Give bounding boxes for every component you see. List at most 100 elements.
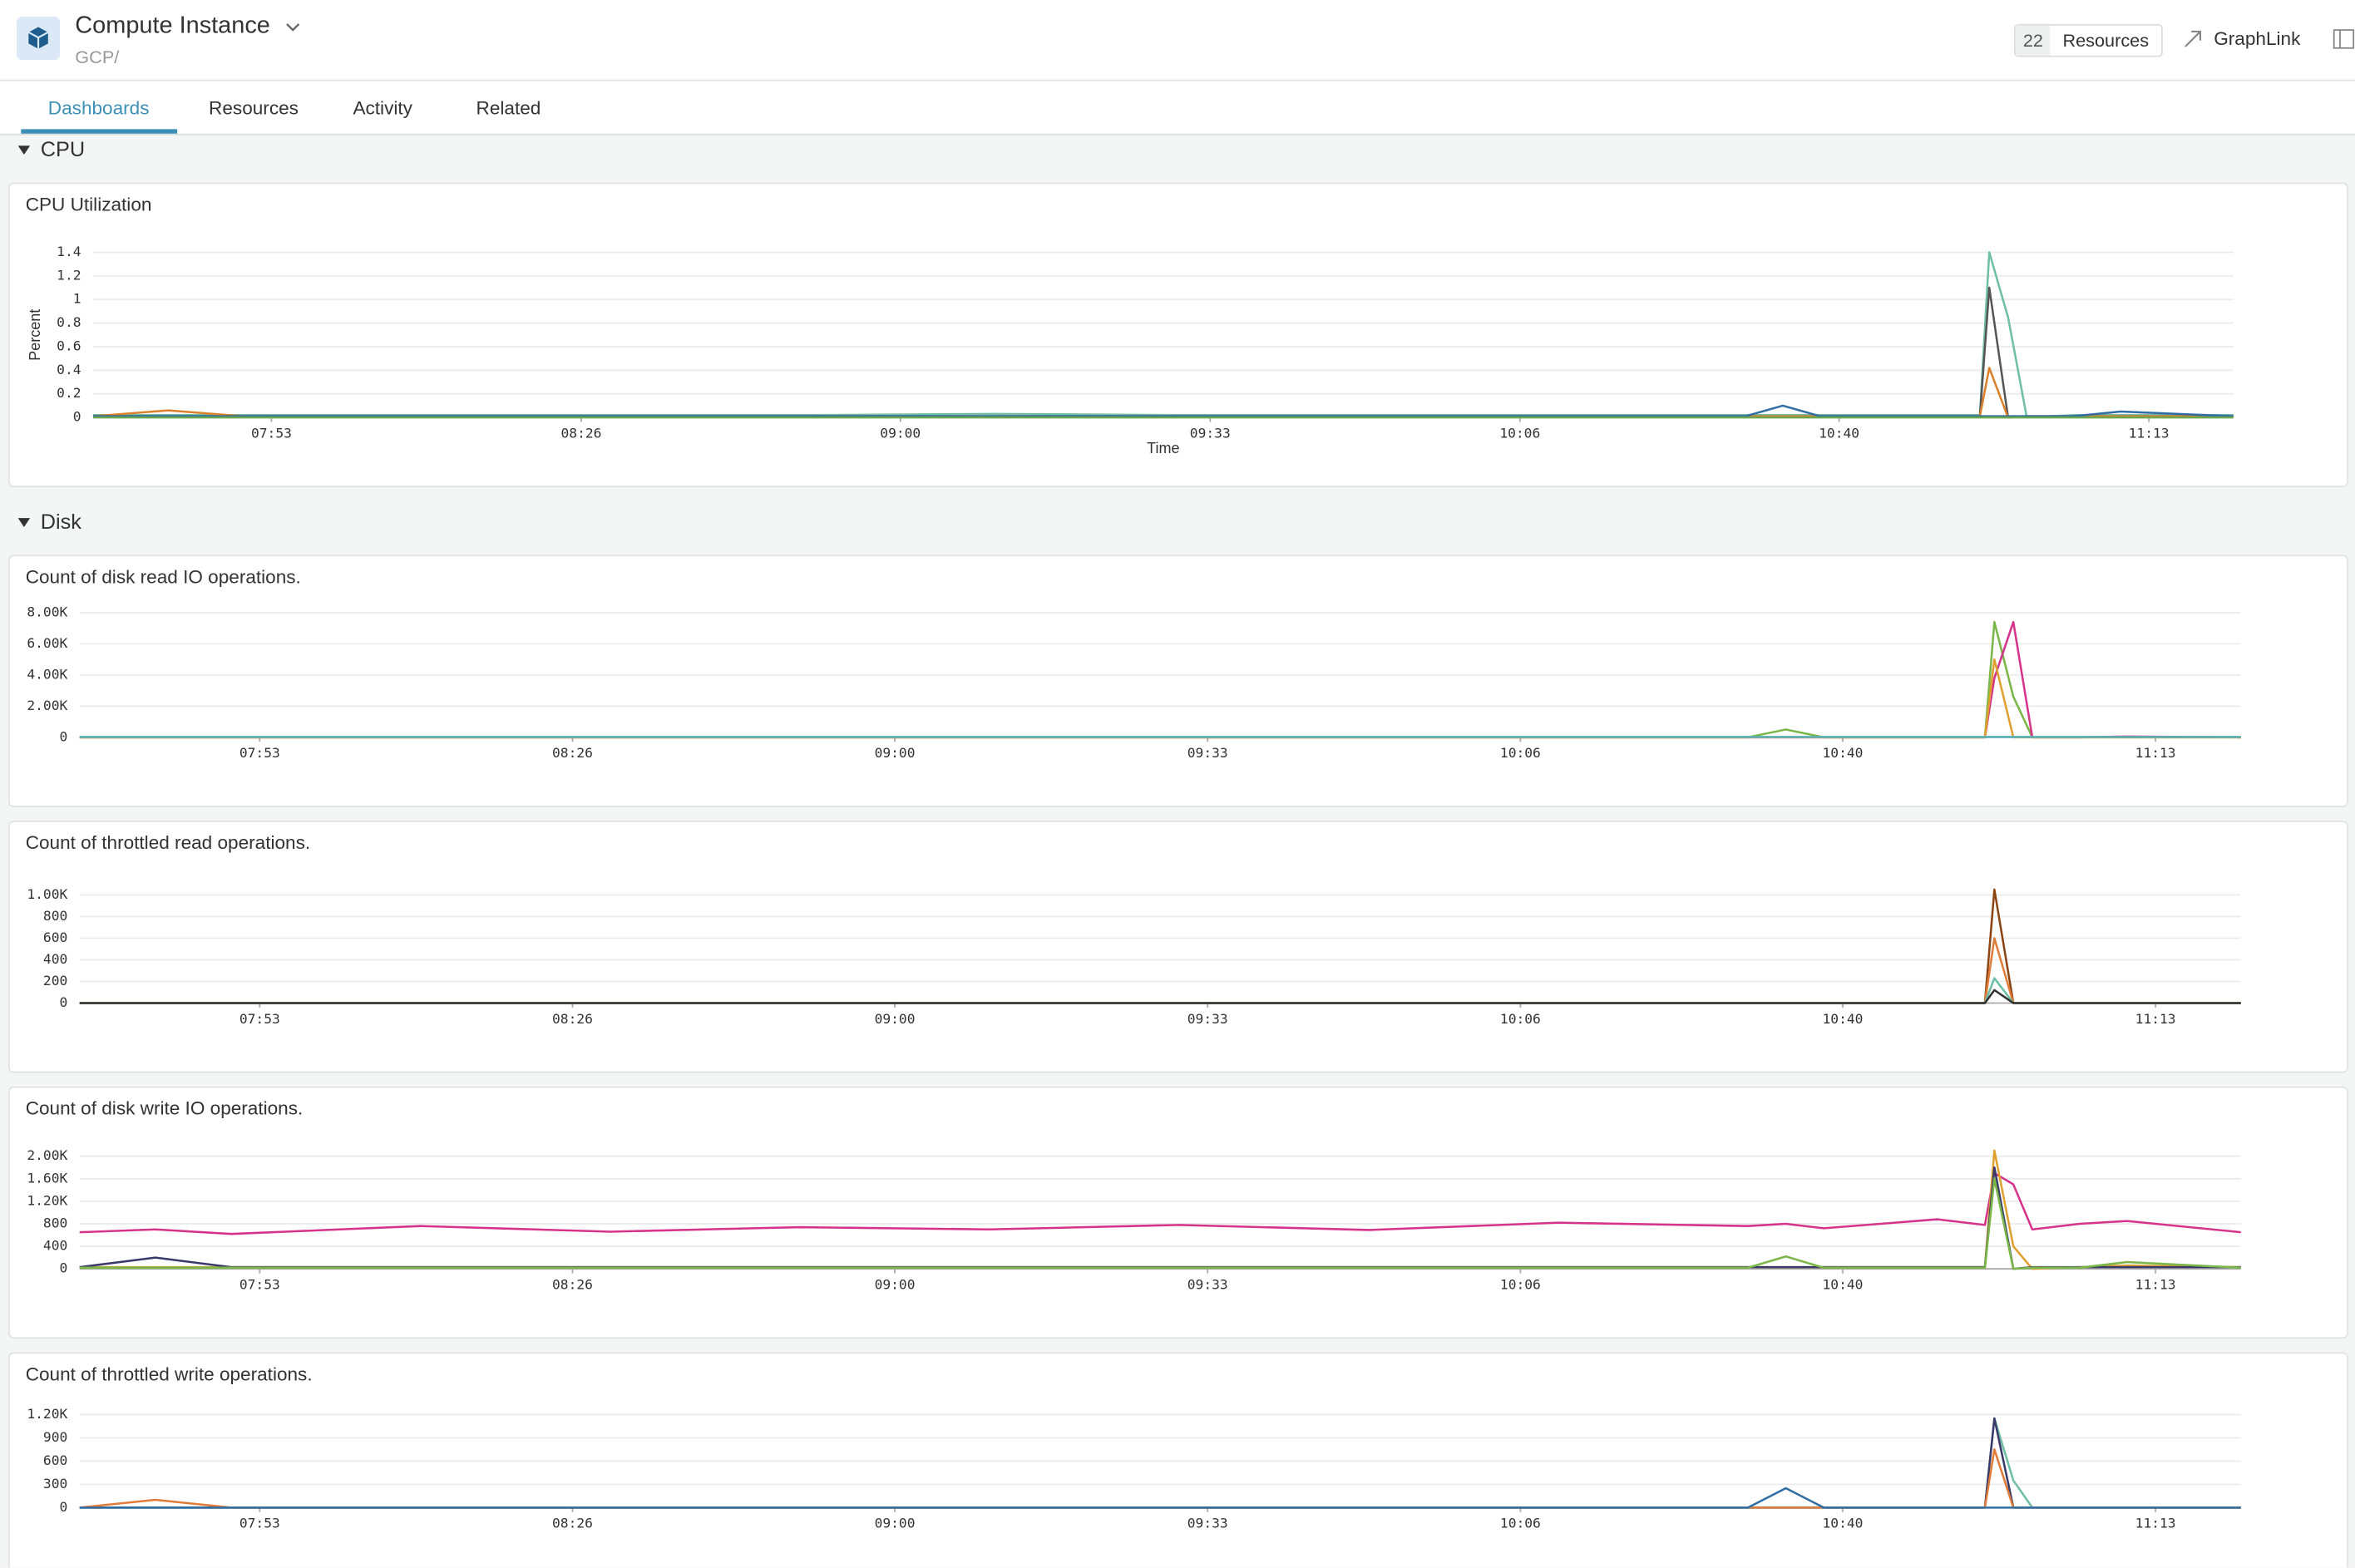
tab[interactable]: Resources xyxy=(209,97,299,119)
series-line xyxy=(92,404,2234,417)
y-tick-label: 0 xyxy=(59,1499,67,1515)
x-tick-label: 07:53 xyxy=(239,1011,280,1027)
y-tick-label: 0.6 xyxy=(57,338,81,353)
x-tick-label: 11:13 xyxy=(2135,745,2176,761)
y-tick-label: 400 xyxy=(43,1238,67,1254)
series-line xyxy=(79,1171,2241,1235)
series-line xyxy=(79,1177,2241,1270)
x-tick-label: 10:06 xyxy=(1500,1277,1541,1293)
x-tick-label: 09:00 xyxy=(875,1011,916,1027)
section-title: CPU xyxy=(40,136,86,161)
panel xyxy=(7,1086,2348,1339)
section-title: Disk xyxy=(40,509,81,534)
subtitle: GCP/ xyxy=(75,46,120,68)
series-line xyxy=(92,251,2234,419)
title-chevron[interactable] xyxy=(285,21,300,32)
y-tick-label: 900 xyxy=(43,1429,67,1445)
y-tick-label: 1.60K xyxy=(27,1170,67,1186)
y-tick-label: 0 xyxy=(59,994,67,1010)
chart-title: Count of disk read IO operations. xyxy=(26,566,301,587)
x-tick-label: 09:33 xyxy=(1187,1516,1228,1531)
x-tick-label: 09:00 xyxy=(875,745,916,761)
chart-title: Count of throttled write operations. xyxy=(26,1363,313,1384)
series-line xyxy=(79,1487,2241,1509)
panel xyxy=(7,555,2348,807)
x-tick-label: 11:13 xyxy=(2135,1011,2176,1027)
x-tick-label: 10:06 xyxy=(1499,425,1540,441)
x-tick-label: 09:33 xyxy=(1187,1011,1228,1027)
x-tick-label: 10:40 xyxy=(1823,745,1864,761)
y-tick-label: 0 xyxy=(59,728,67,744)
tab-underline xyxy=(21,129,178,134)
collapse-arrow[interactable] xyxy=(17,144,32,155)
x-tick-label: 11:13 xyxy=(2129,425,2170,441)
chart-title: Count of throttled read operations. xyxy=(26,832,310,853)
y-tick-label: 400 xyxy=(43,951,67,967)
x-tick-label: 10:06 xyxy=(1500,1516,1541,1531)
y-tick-label: 800 xyxy=(43,1215,67,1230)
y-tick-label: 4.00K xyxy=(27,666,67,682)
tab[interactable]: Dashboards xyxy=(47,97,150,119)
x-tick-label: 07:53 xyxy=(239,1516,280,1531)
x-tick-label: 07:53 xyxy=(251,425,292,441)
x-tick-label: 10:40 xyxy=(1823,1516,1864,1531)
tab-bar: Dashboards Resources Activity Related xyxy=(0,81,2355,136)
graphlink[interactable]: GraphLink xyxy=(2214,28,2301,50)
header: Compute Instance GCP/ 22 Resources Graph… xyxy=(0,0,2355,81)
x-tick-label: 09:33 xyxy=(1187,745,1228,761)
x-tick-label: 10:40 xyxy=(1823,1011,1864,1027)
y-tick-label: 2.00K xyxy=(27,1147,67,1163)
chart-title: Count of disk write IO operations. xyxy=(26,1098,304,1119)
panel-icon[interactable] xyxy=(2333,28,2355,49)
x-tick-label: 08:26 xyxy=(561,425,602,441)
y-tick-label: 1.20K xyxy=(27,1406,67,1422)
panel xyxy=(7,821,2348,1073)
y-tick-label: 1.00K xyxy=(27,886,67,902)
x-tick-label: 08:26 xyxy=(552,1516,593,1531)
y-tick-label: 1.20K xyxy=(27,1192,67,1208)
x-tick-label: 07:53 xyxy=(239,745,280,761)
chart-title: CPU Utilization xyxy=(26,194,152,214)
series-line xyxy=(79,989,2241,1004)
x-tick-label: 09:00 xyxy=(880,425,921,441)
y-tick-label: 800 xyxy=(43,908,67,924)
x-tick-label: 09:00 xyxy=(875,1516,916,1531)
graphlink-icon xyxy=(2185,30,2202,47)
x-tick-label: 10:06 xyxy=(1500,1011,1541,1027)
y-tick-label: 300 xyxy=(43,1476,67,1492)
y-tick-label: 0.4 xyxy=(57,362,81,377)
y-tick-label: 600 xyxy=(43,1452,67,1468)
x-tick-label: 09:33 xyxy=(1187,1277,1228,1293)
x-tick-label: 11:13 xyxy=(2135,1516,2176,1531)
x-axis-label: Time xyxy=(1147,440,1179,456)
y-tick-label: 0 xyxy=(73,409,81,425)
y-tick-label: 8.00K xyxy=(27,604,67,619)
x-tick-label: 09:00 xyxy=(875,1277,916,1293)
x-tick-label: 08:26 xyxy=(552,745,593,761)
x-tick-label: 11:13 xyxy=(2135,1277,2176,1293)
y-tick-label: 0 xyxy=(59,1260,67,1276)
x-tick-label: 10:40 xyxy=(1823,1277,1864,1293)
y-tick-label: 1 xyxy=(73,291,81,307)
resources-label: Resources xyxy=(2062,30,2150,52)
collapse-arrow[interactable] xyxy=(17,516,32,528)
instance-icon xyxy=(16,16,61,61)
y-tick-label: 1.2 xyxy=(57,267,81,283)
tab[interactable]: Activity xyxy=(353,97,412,119)
y-tick-label: 600 xyxy=(43,929,67,945)
y-tick-label: 0.8 xyxy=(57,314,81,330)
title: Compute Instance xyxy=(75,13,270,39)
resources-button[interactable]: 22 Resources xyxy=(2014,23,2163,57)
x-tick-label: 10:40 xyxy=(1819,425,1859,441)
resource-count: 22 xyxy=(2015,25,2051,56)
x-tick-label: 08:26 xyxy=(552,1011,593,1027)
x-tick-label: 10:06 xyxy=(1500,745,1541,761)
y-tick-label: 200 xyxy=(43,973,67,989)
y-tick-label: 0.2 xyxy=(57,385,81,401)
x-tick-label: 07:53 xyxy=(239,1277,280,1293)
y-tick-label: 1.4 xyxy=(57,244,81,259)
y-tick-label: 6.00K xyxy=(27,635,67,651)
tab[interactable]: Related xyxy=(476,97,541,119)
